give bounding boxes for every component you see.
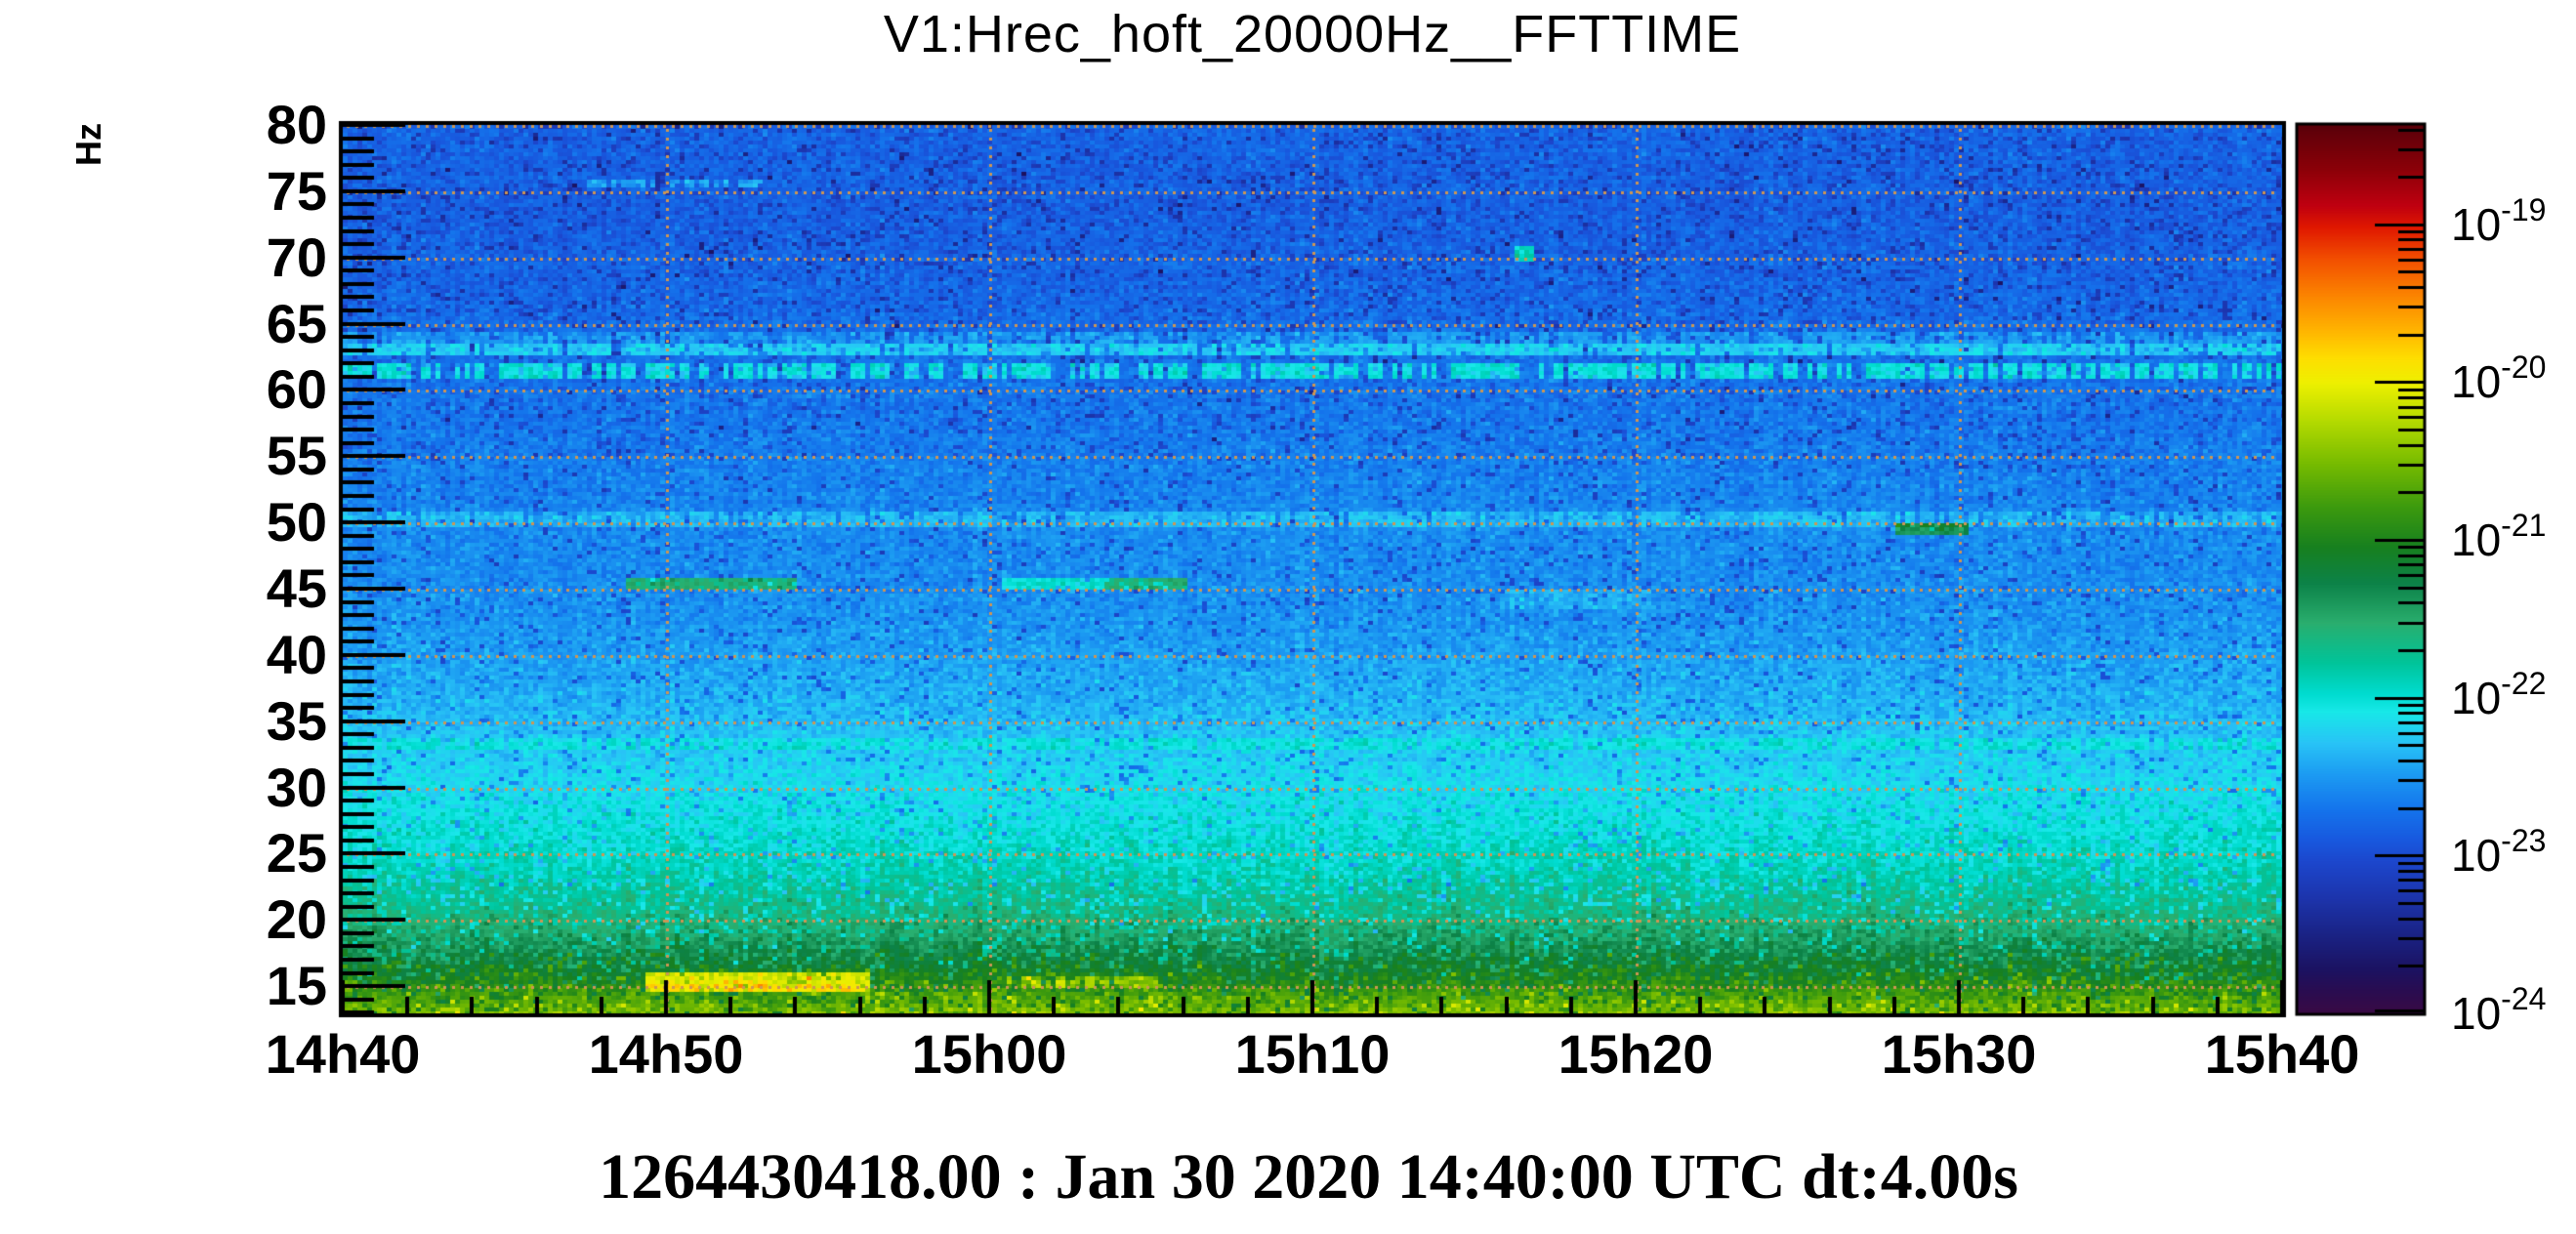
spectrogram-canvas bbox=[0, 0, 2576, 1234]
spectrogram-figure: V1:Hrec_hoft_20000Hz__FFTTIME Hz 80 75 70 6… bbox=[0, 0, 2576, 1234]
